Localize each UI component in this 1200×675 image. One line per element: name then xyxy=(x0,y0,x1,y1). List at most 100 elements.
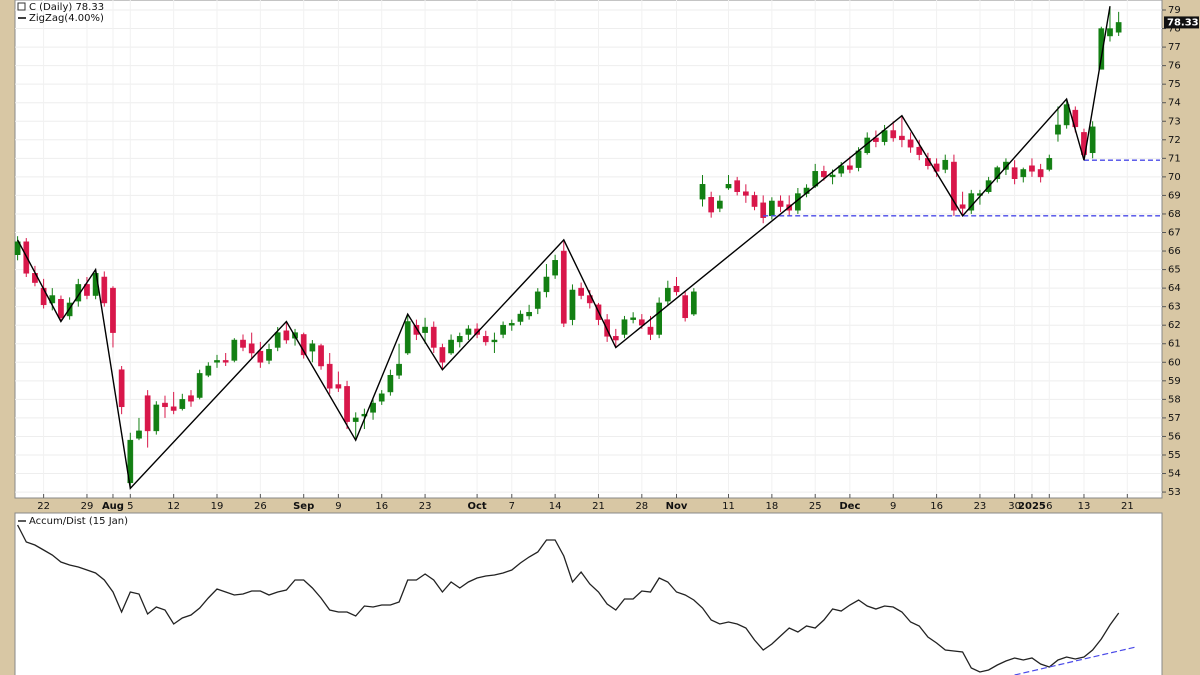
candle-body xyxy=(899,135,905,141)
y-tick-label: 62 xyxy=(1168,320,1181,331)
candle-body xyxy=(196,373,203,398)
candle-body xyxy=(534,291,541,309)
price-panel xyxy=(14,0,1163,499)
candle-body xyxy=(248,343,255,354)
x-tick-label: 2025 xyxy=(1018,501,1046,512)
candle-body xyxy=(214,360,220,363)
candle-body xyxy=(829,174,836,178)
x-tick-label: 26 xyxy=(254,501,267,512)
candle-body xyxy=(448,339,454,354)
x-tick-label: 29 xyxy=(81,501,94,512)
trend-line xyxy=(1014,646,1137,675)
x-tick-label: 7 xyxy=(509,501,515,512)
candle-body xyxy=(110,287,116,333)
candle-body xyxy=(500,324,506,335)
candle-body xyxy=(1003,161,1009,170)
candle-body xyxy=(942,159,949,170)
candle-body xyxy=(465,328,472,335)
candle-body xyxy=(266,349,272,361)
x-tick-label: 21 xyxy=(592,501,605,512)
x-tick-label: 16 xyxy=(375,501,388,512)
candle-body xyxy=(1046,158,1053,170)
ad-line xyxy=(17,524,1120,673)
y-tick-label: 72 xyxy=(1168,135,1181,146)
candle-body xyxy=(621,319,628,335)
candle-body xyxy=(335,384,342,389)
y-tick-label: 66 xyxy=(1168,246,1181,257)
candle-body xyxy=(240,339,246,348)
candle-body xyxy=(760,202,767,218)
indicator-title: Accum/Dist (15 Jan) xyxy=(29,516,128,527)
candle-body xyxy=(543,276,550,293)
x-tick-label: 12 xyxy=(167,501,180,512)
candle-body xyxy=(118,369,125,408)
candle-body xyxy=(14,241,21,255)
candle-body xyxy=(673,286,680,293)
candle-body xyxy=(144,395,151,432)
candle-body xyxy=(508,323,515,326)
x-tick-label: 16 xyxy=(930,501,943,512)
chart-title: C (Daily) 78.33 xyxy=(29,2,104,13)
candle-body xyxy=(699,184,706,200)
y-tick-label: 58 xyxy=(1168,394,1181,405)
candle-body xyxy=(578,287,584,296)
x-tick-label: 14 xyxy=(549,501,562,512)
candle-body xyxy=(1037,169,1044,178)
candle-body xyxy=(1098,28,1105,70)
x-tick-label: 21 xyxy=(1121,501,1134,512)
x-tick-label: 9 xyxy=(335,501,341,512)
x-tick-label: 11 xyxy=(722,501,735,512)
y-tick-label: 73 xyxy=(1168,116,1181,127)
candle-body xyxy=(682,295,689,319)
candle-body xyxy=(725,184,732,189)
y-tick-label: 76 xyxy=(1168,61,1181,72)
y-tick-label: 65 xyxy=(1168,265,1181,276)
x-tick-label: 5 xyxy=(127,501,133,512)
candle-body xyxy=(751,195,758,207)
zigzag-line xyxy=(16,6,1111,490)
candle-body xyxy=(690,291,697,315)
grid xyxy=(15,0,1162,498)
candle-body xyxy=(344,386,350,422)
y-tick-label: 75 xyxy=(1168,79,1181,90)
candle-body xyxy=(482,336,489,343)
legend-entry: ZigZag(4.00%) xyxy=(29,13,104,24)
candle-body xyxy=(881,130,888,142)
candle-body xyxy=(612,336,619,341)
y-tick-label: 60 xyxy=(1168,357,1181,368)
x-tick-label: Sep xyxy=(293,501,314,512)
y-tick-label: 64 xyxy=(1168,283,1181,294)
candle-body xyxy=(153,404,160,432)
candle-body xyxy=(361,413,368,417)
y-tick-label: 79 xyxy=(1168,5,1181,16)
candle-body xyxy=(873,137,879,142)
candle-body xyxy=(517,313,524,322)
candle-body xyxy=(951,161,957,211)
candle-body xyxy=(552,260,558,276)
indicator-panel xyxy=(14,512,1163,675)
candle-body xyxy=(127,439,134,484)
candle-body xyxy=(101,276,108,304)
last-price-label: 78.33 xyxy=(1167,17,1199,28)
candle-body xyxy=(413,324,420,335)
candle-body xyxy=(1011,167,1018,179)
candle-body xyxy=(1055,124,1061,135)
y-tick-label: 53 xyxy=(1168,487,1181,498)
candle-body xyxy=(40,287,47,306)
candle-body xyxy=(1029,165,1035,172)
candle-body xyxy=(569,289,576,320)
candle-body xyxy=(708,197,715,213)
candle-body xyxy=(847,165,853,170)
y-tick-label: 70 xyxy=(1168,172,1181,183)
candle-body xyxy=(716,200,723,209)
y-tick-label: 74 xyxy=(1168,98,1181,109)
x-tick-label: 25 xyxy=(809,501,822,512)
plot xyxy=(14,6,1160,675)
candle-body xyxy=(205,365,212,376)
y-tick-label: 77 xyxy=(1168,42,1181,53)
candle-body xyxy=(1089,126,1096,154)
candle-body xyxy=(404,321,411,354)
candle-body xyxy=(821,171,827,178)
candle-body xyxy=(855,150,862,168)
